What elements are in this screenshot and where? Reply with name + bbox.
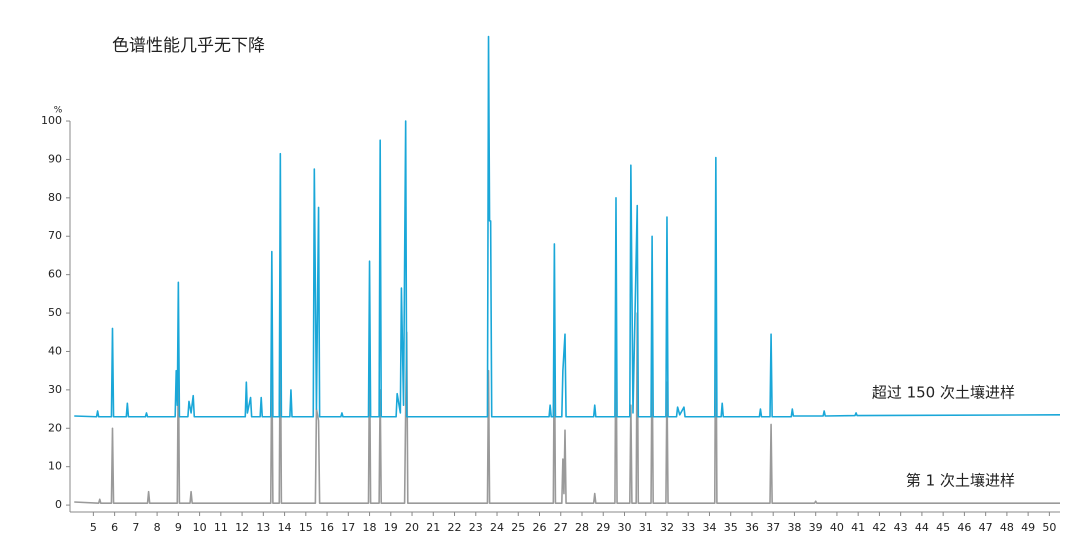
x-tick-label: 37 — [766, 521, 780, 534]
x-tick-label: 18 — [363, 521, 377, 534]
x-tick-label: 28 — [575, 521, 589, 534]
x-tick-label: 41 — [851, 521, 865, 534]
y-tick-label: 80 — [48, 191, 62, 204]
x-tick-label: 35 — [724, 521, 738, 534]
x-tick-label: 6 — [111, 521, 118, 534]
x-tick-label: 15 — [299, 521, 313, 534]
x-tick-label: 22 — [448, 521, 462, 534]
x-tick-label: 32 — [660, 521, 674, 534]
y-unit: % — [54, 106, 63, 116]
y-tick-label: 40 — [48, 344, 62, 357]
x-tick-label: 42 — [872, 521, 886, 534]
x-tick-label: 26 — [533, 521, 547, 534]
y-tick-label: 10 — [48, 460, 62, 473]
x-tick-label: 46 — [957, 521, 971, 534]
x-tick-label: 50 — [1042, 521, 1056, 534]
x-tick-label: 24 — [490, 521, 504, 534]
chart-title: 色谱性能几乎无下降 — [112, 36, 265, 56]
x-tick-label: 12 — [235, 521, 249, 534]
x-tick-label: 36 — [745, 521, 759, 534]
x-tick-label: 31 — [639, 521, 653, 534]
y-tick-label: 0 — [55, 498, 62, 511]
series-line — [74, 35, 1060, 418]
x-tick-label: 45 — [936, 521, 950, 534]
x-tick-label: 39 — [809, 521, 823, 534]
y-tick-label: 20 — [48, 421, 62, 434]
series-label: 超过 150 次土壤进样 — [872, 383, 1015, 401]
x-tick-label: 23 — [469, 521, 483, 534]
x-tick-label: 16 — [320, 521, 334, 534]
x-tick-label: 47 — [979, 521, 993, 534]
x-tick-label: 7 — [132, 521, 139, 534]
plot-area — [74, 35, 1060, 504]
series-line — [74, 273, 1060, 504]
x-tick-label: 38 — [787, 521, 801, 534]
x-tick-label: 25 — [511, 521, 525, 534]
x-tick-label: 44 — [915, 521, 929, 534]
x-tick-label: 43 — [894, 521, 908, 534]
x-tick-label: 30 — [617, 521, 631, 534]
x-tick-label: 29 — [596, 521, 610, 534]
x-tick-label: 20 — [405, 521, 419, 534]
x-tick-label: 10 — [193, 521, 207, 534]
x-tick-label: 19 — [384, 521, 398, 534]
x-tick-label: 40 — [830, 521, 844, 534]
x-tick-label: 34 — [702, 521, 716, 534]
y-tick-label: 50 — [48, 306, 62, 319]
x-tick-label: 48 — [1000, 521, 1014, 534]
x-tick-label: 5 — [90, 521, 97, 534]
x-tick-label: 27 — [554, 521, 568, 534]
x-tick-label: 14 — [278, 521, 292, 534]
series-label: 第 1 次土壤进样 — [906, 472, 1015, 490]
x-tick-label: 21 — [426, 521, 440, 534]
x-tick-label: 9 — [175, 521, 182, 534]
x-tick-label: 49 — [1021, 521, 1035, 534]
x-tick-label: 33 — [681, 521, 695, 534]
y-tick-label: 30 — [48, 383, 62, 396]
x-tick-label: 13 — [256, 521, 270, 534]
y-tick-label: 60 — [48, 268, 62, 281]
y-tick-label: 70 — [48, 229, 62, 242]
x-tick-label: 8 — [154, 521, 161, 534]
y-tick-label: 90 — [48, 152, 62, 165]
x-tick-label: 11 — [214, 521, 228, 534]
x-tick-label: 17 — [341, 521, 355, 534]
y-tick-label: 100 — [41, 114, 62, 127]
